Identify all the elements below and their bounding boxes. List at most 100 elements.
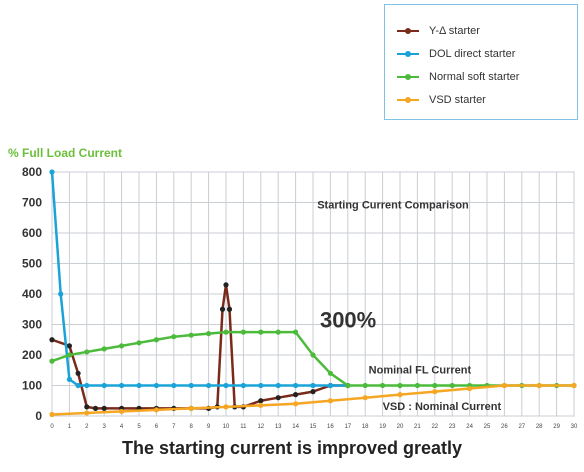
series-point-2 xyxy=(362,382,368,389)
series-point-2 xyxy=(275,329,281,335)
series-point-1 xyxy=(171,382,177,389)
series-point-1 xyxy=(258,382,264,389)
series-point-0 xyxy=(223,282,229,288)
chart-caption: The starting current is improved greatly xyxy=(121,438,463,458)
series-point-3 xyxy=(536,382,542,389)
legend-swatch-dol xyxy=(395,48,421,60)
series-point-1 xyxy=(275,382,281,389)
x-tick-label: 25 xyxy=(484,424,491,430)
series-point-0 xyxy=(101,405,107,411)
series-point-2 xyxy=(310,352,316,358)
series-point-1 xyxy=(223,382,229,389)
legend-label-dol: DOL direct starter xyxy=(429,48,516,60)
series-point-2 xyxy=(188,332,194,338)
x-tick-label: 7 xyxy=(172,424,176,430)
x-tick-label: 19 xyxy=(379,424,386,430)
y-tick-label: 300 xyxy=(22,318,42,332)
legend-item-dol: DOL direct starter xyxy=(395,44,515,64)
x-tick-label: 24 xyxy=(466,424,473,430)
x-tick-label: 11 xyxy=(240,424,247,430)
series-point-2 xyxy=(449,382,455,389)
series-point-3 xyxy=(153,407,159,413)
series-point-1 xyxy=(58,291,64,297)
y-tick-label: 400 xyxy=(22,287,42,301)
series-point-3 xyxy=(432,389,438,395)
x-tick-label: 8 xyxy=(190,424,194,430)
y-axis-label: % Full Load Current xyxy=(8,146,122,160)
series-point-3 xyxy=(223,404,229,410)
y-tick-label: 700 xyxy=(22,196,42,210)
series-point-2 xyxy=(414,382,420,389)
series-point-0 xyxy=(84,404,90,410)
x-tick-label: 4 xyxy=(120,424,124,430)
chart-title: Starting Current Comparison xyxy=(317,200,469,212)
x-tick-label: 23 xyxy=(449,424,456,430)
x-tick-label: 28 xyxy=(536,424,543,430)
series-point-2 xyxy=(49,358,55,364)
series-point-2 xyxy=(153,337,159,343)
series-point-0 xyxy=(92,405,99,411)
y-tick-label: 600 xyxy=(22,226,42,240)
series-point-0 xyxy=(66,343,72,349)
series-point-0 xyxy=(310,389,316,395)
series-point-2 xyxy=(84,349,90,355)
x-tick-label: 13 xyxy=(275,424,282,430)
series-point-1 xyxy=(153,382,159,389)
series-point-0 xyxy=(75,370,81,376)
x-tick-label: 1 xyxy=(68,424,72,430)
x-tick-label: 27 xyxy=(518,424,525,430)
x-tick-label: 5 xyxy=(137,424,141,430)
series-point-1 xyxy=(101,382,107,389)
series-point-3 xyxy=(571,382,577,389)
series-line-3 xyxy=(51,384,574,416)
series-point-1 xyxy=(119,382,125,389)
x-tick-label: 14 xyxy=(292,424,299,430)
series-point-2 xyxy=(397,382,403,389)
series-point-1 xyxy=(136,382,142,389)
annotation-1: Nominal FL Current xyxy=(369,364,472,376)
legend-swatch-y-delta xyxy=(395,25,421,37)
x-tick-label: 3 xyxy=(103,424,107,430)
legend-label-vsd: VSD starter xyxy=(429,94,486,106)
series-point-2 xyxy=(119,343,125,349)
legend-swatch-soft xyxy=(395,71,421,83)
legend-label-y-delta: Y-Δ starter xyxy=(429,25,480,37)
y-tick-label: 200 xyxy=(22,348,42,362)
x-tick-label: 29 xyxy=(553,424,560,430)
x-tick-label: 9 xyxy=(207,424,211,430)
series-point-2 xyxy=(432,382,438,389)
series-point-2 xyxy=(293,329,299,335)
series-point-3 xyxy=(119,408,125,415)
series-point-1 xyxy=(75,382,81,389)
legend-label-soft: Normal soft starter xyxy=(429,71,520,83)
y-tick-label: 100 xyxy=(22,379,42,393)
series-point-1 xyxy=(310,382,316,389)
x-tick-label: 20 xyxy=(397,424,404,430)
series-point-0 xyxy=(258,398,264,404)
series-point-3 xyxy=(258,402,264,408)
chart-legend: Y-Δ starter DOL direct starter Normal so… xyxy=(384,4,578,120)
x-tick-label: 2 xyxy=(85,424,89,430)
series-point-2 xyxy=(136,340,142,346)
series-point-0 xyxy=(219,306,226,312)
annotation-2: VSD : Nominal Current xyxy=(383,401,502,413)
series-point-2 xyxy=(206,331,212,337)
y-tick-label: 800 xyxy=(22,165,42,179)
series-point-3 xyxy=(49,411,55,418)
series-point-3 xyxy=(188,405,194,411)
x-tick-label: 16 xyxy=(327,424,334,430)
series-point-1 xyxy=(188,382,194,389)
series-point-1 xyxy=(84,382,90,389)
series-point-2 xyxy=(171,334,177,340)
series-point-1 xyxy=(327,382,333,389)
legend-item-y-delta: Y-Δ starter xyxy=(395,21,480,41)
series-point-0 xyxy=(275,395,281,401)
series-point-1 xyxy=(66,376,72,382)
series-point-0 xyxy=(49,337,55,343)
x-tick-label: 17 xyxy=(344,424,351,430)
series-point-2 xyxy=(101,346,107,352)
series-point-2 xyxy=(66,352,72,358)
x-tick-label: 12 xyxy=(257,424,264,430)
legend-item-soft: Normal soft starter xyxy=(395,67,519,87)
